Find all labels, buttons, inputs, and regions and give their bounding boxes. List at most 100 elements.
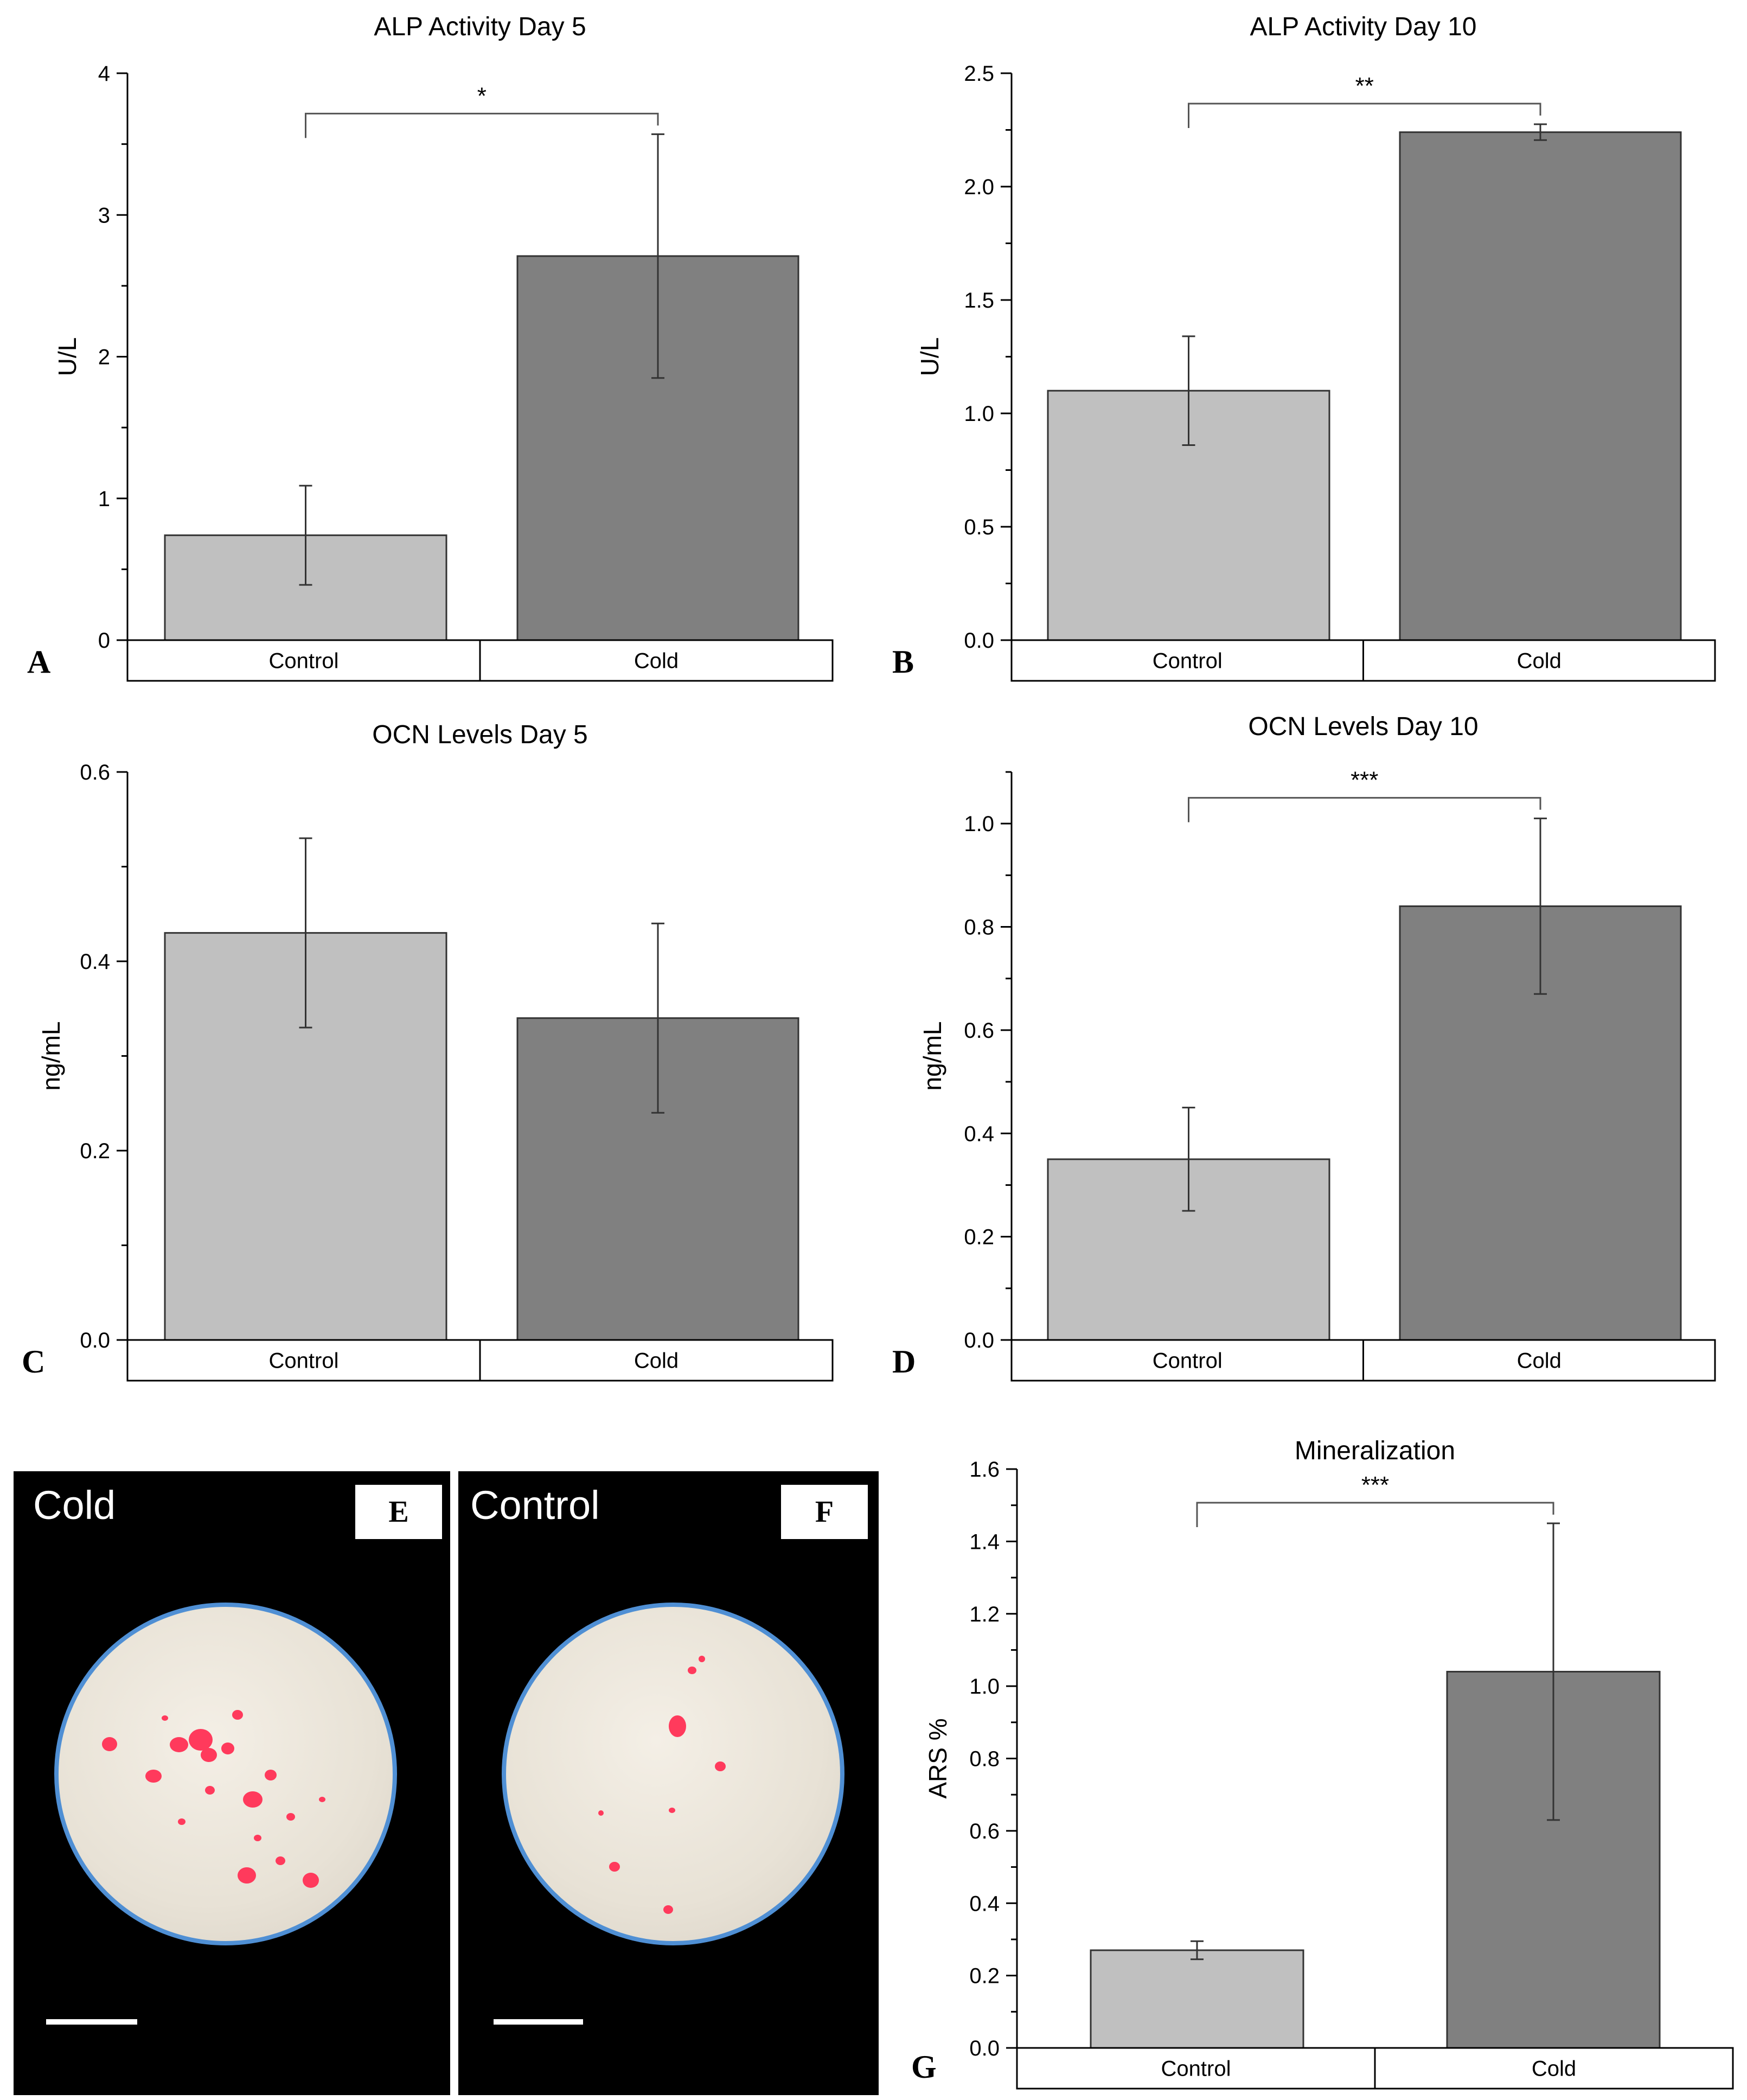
y-tick-label: 1.0 — [969, 1675, 1000, 1699]
micrograph-label-e: Cold — [33, 1483, 116, 1528]
significance-bracket — [1188, 103, 1541, 129]
y-tick-label: 0.6 — [969, 1820, 1000, 1843]
stain-spot — [238, 1867, 256, 1884]
y-tick-label: 0.5 — [964, 515, 994, 539]
y-tick-label: 0 — [98, 629, 110, 653]
significance-marker: *** — [1361, 1472, 1389, 1498]
stain-spot — [205, 1786, 215, 1795]
stain-spot — [102, 1737, 117, 1751]
significance-bracket — [1188, 797, 1541, 822]
y-tick-label: 0.2 — [964, 1225, 994, 1249]
panel-letter-a: A — [27, 644, 50, 680]
stain-spot — [598, 1810, 604, 1816]
panel-letter-f: F — [781, 1485, 868, 1539]
scale-bar — [494, 2019, 583, 2025]
stain-spot — [276, 1856, 285, 1865]
y-tick-label: 4 — [98, 62, 110, 86]
chart-title-c: OCN Levels Day 5 — [372, 720, 587, 749]
stain-spot — [170, 1737, 188, 1752]
stain-spot — [319, 1797, 325, 1802]
y-tick-label: 0.4 — [964, 1122, 994, 1146]
stain-spot — [699, 1656, 705, 1662]
micrograph-panel-e: Cold E — [14, 1471, 450, 2095]
stain-spot — [663, 1905, 673, 1914]
y-tick-label: 1.6 — [969, 1458, 1000, 1482]
panel-letter-c: C — [22, 1344, 45, 1380]
y-tick-label: 1 — [98, 487, 110, 511]
stain-spot — [145, 1770, 162, 1783]
significance-bracket — [1196, 1502, 1554, 1528]
y-axis-label-c: ng/mL — [37, 1022, 65, 1091]
panel-letter-d: D — [892, 1344, 916, 1380]
category-label-cold: Cold — [1532, 2057, 1576, 2081]
y-tick-label: 0.6 — [964, 1019, 994, 1043]
stain-spot — [303, 1873, 319, 1888]
y-axis-label-g: ARS % — [924, 1718, 952, 1798]
stain-spot — [688, 1667, 696, 1674]
stain-spot — [609, 1862, 620, 1872]
significance-marker: *** — [1351, 767, 1378, 794]
y-axis-label-d: ng/mL — [918, 1022, 946, 1091]
category-label-cold: Cold — [634, 1349, 679, 1373]
category-label-cold: Cold — [634, 649, 679, 673]
y-tick-label: 1.0 — [964, 402, 994, 426]
significance-bracket — [305, 112, 659, 138]
y-tick-label: 1.5 — [964, 289, 994, 312]
panel-letter-g: G — [911, 2049, 937, 2085]
culture-well-cold — [54, 1603, 397, 1945]
bar-control — [1090, 1949, 1304, 2049]
y-tick-label: 0.2 — [80, 1139, 110, 1163]
y-axis-label-b: U/L — [916, 337, 944, 376]
y-tick-label: 0.0 — [964, 629, 994, 653]
stain-spot — [265, 1770, 277, 1780]
category-label-control: Control — [1153, 1349, 1223, 1373]
stain-spot — [286, 1813, 295, 1821]
chart-title-g: Mineralization — [1295, 1437, 1455, 1465]
chart-title-d: OCN Levels Day 10 — [1248, 712, 1478, 741]
significance-marker: * — [477, 82, 487, 109]
y-tick-label: 1.2 — [969, 1603, 1000, 1626]
y-tick-label: 0.8 — [964, 916, 994, 940]
category-label-control: Control — [1153, 649, 1223, 673]
category-label-control: Control — [269, 649, 339, 673]
y-tick-label: 0.6 — [80, 761, 110, 784]
category-label-cold: Cold — [1517, 1349, 1562, 1373]
y-tick-label: 0.8 — [969, 1747, 1000, 1771]
stain-spot — [221, 1742, 234, 1754]
scale-bar — [46, 2019, 137, 2025]
y-tick-label: 2 — [98, 346, 110, 369]
y-tick-label: 2.5 — [964, 62, 994, 86]
category-label-control: Control — [1161, 2057, 1231, 2081]
stain-spot — [162, 1715, 168, 1721]
stain-spot — [669, 1808, 675, 1813]
category-label-cold: Cold — [1517, 649, 1562, 673]
y-tick-label: 2.0 — [964, 175, 994, 199]
stain-spot — [178, 1818, 185, 1825]
micrograph-label-f: Control — [470, 1483, 600, 1528]
y-tick-label: 0.0 — [969, 2037, 1000, 2060]
y-tick-label: 1.0 — [964, 812, 994, 836]
y-tick-label: 3 — [98, 203, 110, 227]
y-tick-label: 0.0 — [80, 1329, 110, 1352]
category-label-control: Control — [269, 1349, 339, 1373]
culture-well-control — [502, 1603, 844, 1945]
stain-spot — [669, 1715, 686, 1737]
stain-spot — [232, 1710, 243, 1720]
y-tick-label: 1.4 — [969, 1530, 1000, 1554]
stain-spot — [243, 1791, 263, 1808]
y-tick-label: 0.4 — [80, 950, 110, 974]
panel-letter-b: B — [892, 644, 914, 680]
y-tick-label: 0.2 — [969, 1964, 1000, 1988]
panel-letter-e: E — [355, 1485, 442, 1539]
y-tick-label: 0.0 — [964, 1329, 994, 1352]
chart-title-a: ALP Activity Day 5 — [374, 12, 586, 41]
stain-spot — [189, 1729, 213, 1751]
y-axis-label-a: U/L — [53, 337, 81, 376]
chart-title-b: ALP Activity Day 10 — [1250, 12, 1477, 41]
bar-cold — [1399, 131, 1682, 641]
stain-spot — [715, 1761, 726, 1771]
y-tick-label: 0.4 — [969, 1892, 1000, 1916]
significance-marker: ** — [1355, 73, 1374, 99]
stain-spot — [254, 1835, 261, 1841]
